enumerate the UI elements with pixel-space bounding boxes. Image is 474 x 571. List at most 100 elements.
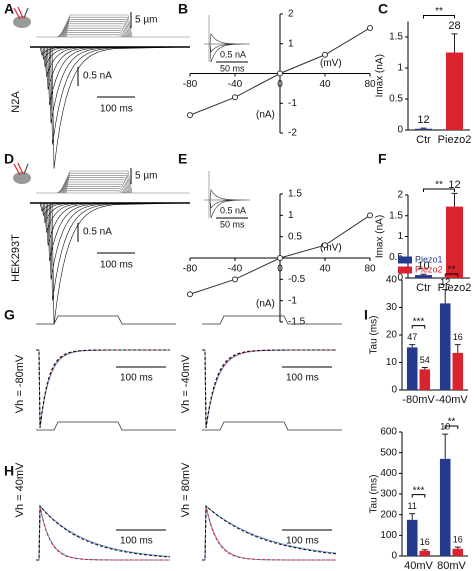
scale-label: 0.5 nA bbox=[83, 71, 112, 82]
error-bar bbox=[421, 549, 428, 551]
data-point bbox=[232, 276, 238, 283]
x-tick-label: 0 bbox=[277, 264, 283, 275]
y-axis-label: (nA) bbox=[256, 110, 275, 121]
n-label: 47 bbox=[407, 332, 417, 342]
legend-swatch bbox=[398, 266, 412, 274]
current-trace bbox=[36, 504, 171, 561]
n-label: 12 bbox=[448, 179, 460, 191]
current-trace bbox=[202, 349, 336, 429]
panel-letter: C bbox=[378, 1, 388, 17]
y-tick-label: 1.5 bbox=[389, 32, 403, 43]
panel-letter: A bbox=[4, 1, 14, 17]
panel-letter: I bbox=[364, 307, 368, 323]
significance-bracket bbox=[411, 325, 426, 329]
current-trace bbox=[36, 504, 171, 561]
bar bbox=[445, 52, 464, 130]
y-tick-label: 1 bbox=[397, 63, 403, 74]
x-tick-label: -40mV bbox=[435, 394, 468, 406]
x-tick-label: 40 bbox=[319, 264, 331, 275]
significance-bracket bbox=[423, 15, 455, 19]
bar bbox=[414, 128, 433, 130]
error-bar bbox=[420, 127, 427, 129]
significance-bracket bbox=[444, 273, 459, 277]
scale-label: 5 µm bbox=[135, 15, 157, 26]
n-label: 54 bbox=[420, 355, 430, 365]
bar bbox=[439, 458, 451, 556]
significance: *** bbox=[413, 485, 425, 496]
data-point bbox=[322, 242, 328, 249]
x-tick-label: 80mV bbox=[437, 560, 466, 571]
n-label: 16 bbox=[453, 534, 463, 544]
y-tick-label: 1 bbox=[288, 38, 294, 49]
error-bar bbox=[420, 273, 427, 276]
n-label: 16 bbox=[420, 537, 430, 547]
bar bbox=[414, 275, 433, 278]
n-label: 12 bbox=[440, 277, 450, 287]
significance: *** bbox=[413, 316, 425, 327]
current-trace bbox=[202, 504, 337, 561]
holding-label: Vh = -80mV bbox=[14, 354, 26, 413]
data-point bbox=[277, 255, 283, 261]
y-tick-label: 100 bbox=[380, 530, 397, 541]
data-point bbox=[232, 94, 238, 101]
current-trace bbox=[202, 504, 337, 561]
x-tick-label: 40mV bbox=[404, 560, 433, 571]
panel-letter: H bbox=[4, 463, 14, 479]
bar bbox=[419, 369, 431, 390]
legend-label: Piezo2 bbox=[415, 264, 443, 274]
bar bbox=[452, 548, 464, 556]
holding-label: Vh = 40mV bbox=[14, 462, 26, 517]
inset-trace bbox=[204, 189, 251, 219]
cell-label: N2A bbox=[10, 91, 22, 113]
stimulus-trace bbox=[36, 315, 176, 325]
y-tick-label: 1 bbox=[288, 210, 294, 221]
scale-label: 0.5 nA bbox=[83, 227, 112, 238]
data-point bbox=[367, 24, 373, 31]
x-tick-label: 0 bbox=[277, 79, 283, 90]
y-axis-label: Tau (ms) bbox=[369, 316, 380, 355]
y-tick-label: 20 bbox=[386, 330, 398, 341]
x-tick-label: Piezo2 bbox=[438, 134, 472, 146]
significance-bracket bbox=[411, 494, 426, 498]
n-label: 11 bbox=[408, 501, 417, 511]
x-tick-label: -40 bbox=[228, 79, 243, 90]
y-tick-label: -1 bbox=[288, 295, 297, 306]
x-axis-label: (mV) bbox=[320, 243, 342, 254]
x-tick-label: 40 bbox=[319, 79, 331, 90]
x-tick-label: -80 bbox=[183, 79, 198, 90]
y-tick-label: 300 bbox=[380, 489, 397, 500]
current-trace bbox=[202, 349, 336, 429]
bar bbox=[419, 550, 431, 556]
data-point bbox=[367, 212, 373, 219]
y-tick-label: 0 bbox=[391, 551, 397, 562]
bar bbox=[439, 303, 451, 390]
y-tick-label: 40 bbox=[386, 275, 398, 286]
x-tick-label: 80 bbox=[364, 79, 376, 90]
holding-label: Vh = 80mV bbox=[180, 462, 192, 517]
y-tick-label: 2 bbox=[288, 9, 294, 20]
y-axis-label: Tau (ms) bbox=[369, 475, 380, 514]
scale-label: 100 ms bbox=[286, 536, 319, 547]
data-point bbox=[277, 70, 283, 77]
scale-label: 0.5 nA bbox=[220, 205, 246, 215]
error-bar bbox=[409, 513, 416, 520]
scale-label: 100 ms bbox=[286, 373, 319, 384]
stimulus-trace bbox=[36, 170, 190, 194]
y-axis-label: Imax (nA) bbox=[375, 215, 386, 258]
y-tick-label: 600 bbox=[380, 427, 397, 438]
n-label: 16 bbox=[453, 332, 463, 342]
y-tick-label: 1.5 bbox=[389, 210, 403, 221]
panel-letter: G bbox=[4, 307, 15, 323]
significance: ** bbox=[448, 265, 456, 276]
scale-label: 50 ms bbox=[220, 63, 245, 73]
scale-label: 5 µm bbox=[135, 171, 157, 182]
inset-trace bbox=[204, 33, 251, 63]
panel-letter: F bbox=[378, 151, 387, 167]
y-tick-label: -2 bbox=[288, 128, 297, 139]
y-tick-label: 200 bbox=[380, 509, 397, 520]
error-bar bbox=[409, 344, 416, 348]
x-tick-label: 80 bbox=[364, 264, 376, 275]
error-bar bbox=[454, 344, 461, 353]
